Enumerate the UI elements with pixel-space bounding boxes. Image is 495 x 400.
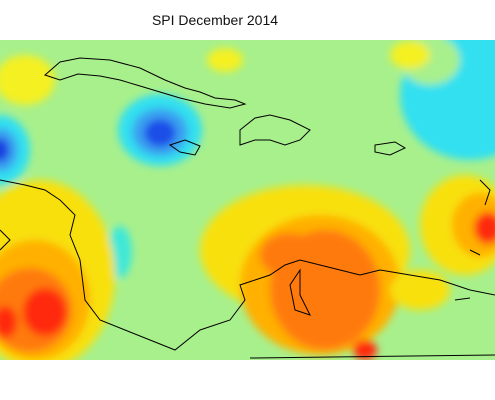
map-title: SPI December 2014 — [151, 12, 279, 28]
coastlines — [0, 57, 495, 359]
spi-field — [0, 40, 495, 360]
